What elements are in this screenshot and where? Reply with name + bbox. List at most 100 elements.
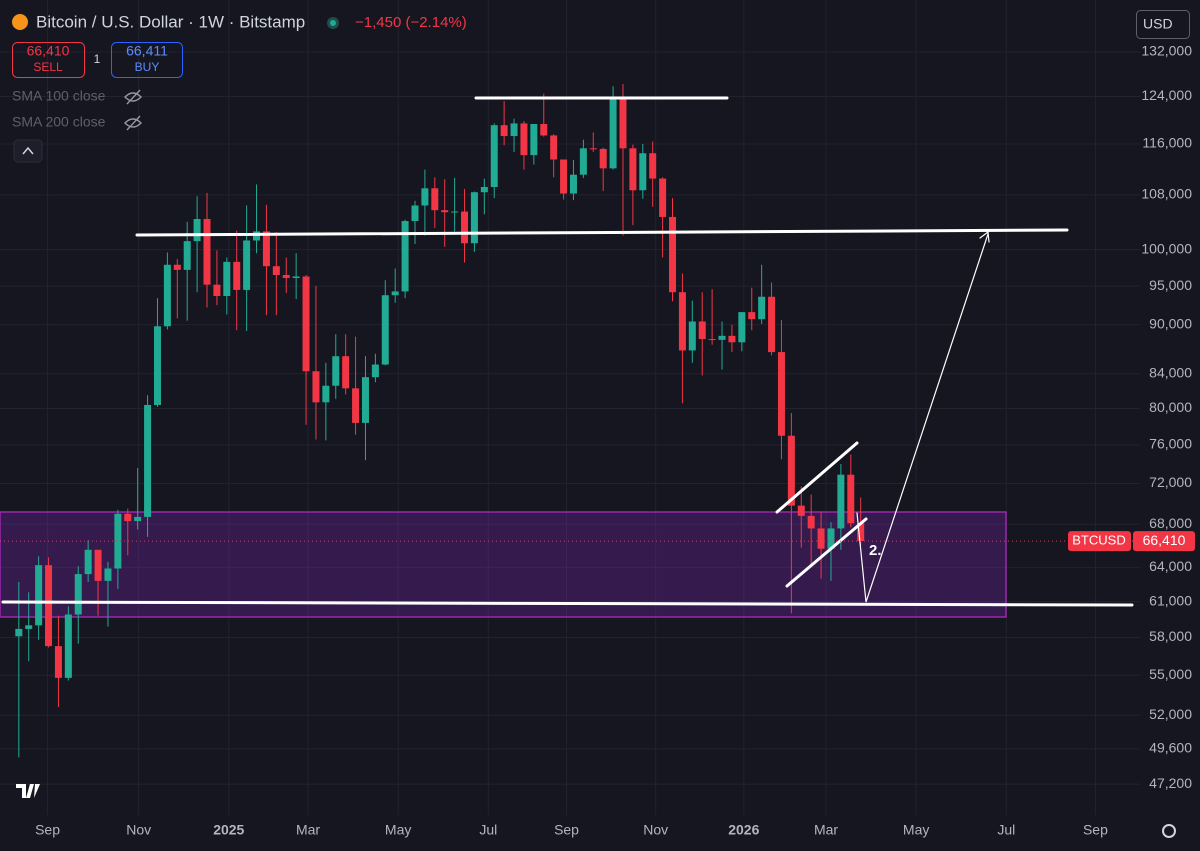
candle-body: [669, 216, 677, 293]
candle-body: [619, 99, 627, 149]
candle-body: [45, 565, 53, 647]
y-tick-label: 55,000: [1149, 666, 1192, 682]
x-tick-label: 2025: [213, 822, 244, 838]
candle-body: [233, 261, 241, 290]
candle-body: [253, 231, 261, 241]
y-tick-label: 84,000: [1149, 364, 1192, 380]
x-tick-label: Nov: [126, 822, 151, 838]
candle-body: [441, 210, 449, 213]
bitcoin-icon: [12, 14, 28, 30]
candle-body: [411, 205, 419, 222]
candle-body: [94, 549, 102, 581]
y-tick-label: 116,000: [1142, 135, 1192, 151]
candle-body: [530, 124, 538, 156]
candle-body: [262, 231, 270, 267]
candle-body: [173, 264, 181, 270]
candle-body: [847, 474, 855, 524]
candle-body: [639, 153, 647, 191]
currency: USD: [1143, 16, 1173, 32]
y-tick-label: 49,600: [1149, 740, 1192, 756]
candle-body: [54, 646, 62, 678]
y-tick-label: 47,200: [1149, 775, 1192, 791]
sell-button[interactable]: [12, 42, 85, 78]
candle-body: [322, 385, 330, 403]
candle-body: [144, 404, 152, 517]
symbol-tag-label: BTCUSD: [1072, 533, 1125, 548]
x-tick-label: Jul: [479, 822, 497, 838]
y-tick-label: 132,000: [1141, 43, 1192, 59]
candle-body: [114, 513, 122, 569]
candle-body: [292, 276, 300, 278]
candle-body: [649, 153, 657, 179]
annotation: 2.: [869, 542, 882, 559]
y-tick-label: 80,000: [1149, 399, 1192, 415]
candle-body: [837, 474, 845, 529]
collapse-button[interactable]: [13, 139, 43, 163]
symbol-title[interactable]: Bitcoin / U.S. Dollar · 1W · Bitstamp: [36, 12, 305, 31]
x-tick-label: May: [385, 822, 411, 838]
support-line: [1, 600, 1134, 607]
y-tick-label: 58,000: [1149, 628, 1192, 644]
price-tag-label: 66,410: [1143, 532, 1186, 548]
candle-body: [371, 364, 379, 378]
candle-body: [391, 291, 399, 296]
candle-body: [282, 275, 290, 278]
candle-body: [659, 178, 667, 217]
x-tick-label: Jul: [997, 822, 1015, 838]
y-tick-label: 76,000: [1149, 436, 1192, 452]
candle-body: [807, 515, 815, 529]
y-tick-label: 61,000: [1149, 592, 1192, 608]
x-tick-label: Sep: [1083, 822, 1108, 838]
candle-body: [827, 528, 835, 549]
candle-body: [134, 516, 142, 522]
y-tick-label: 52,000: [1149, 706, 1192, 722]
candle-body: [629, 148, 637, 191]
tv-logo: [16, 784, 40, 798]
drawings: [1, 96, 1134, 607]
hidden-icons: [124, 89, 142, 131]
y-tick-label: 72,000: [1149, 474, 1192, 490]
x-tick-label: Sep: [554, 822, 579, 838]
channel-line: [775, 441, 859, 514]
x-tick-label: Mar: [296, 822, 320, 838]
candle-body: [748, 312, 756, 320]
candles: [15, 83, 865, 758]
candle-body: [540, 124, 548, 136]
candle-body: [520, 123, 528, 156]
candle-body: [64, 614, 72, 678]
candle-body: [84, 549, 92, 575]
candle-body: [589, 148, 597, 150]
currency-box[interactable]: [1136, 10, 1190, 39]
candle-body: [401, 221, 409, 292]
candle-body: [421, 188, 429, 206]
x-axis: Sep Nov 2025 Mar May Jul Sep Nov 2026 Mar May Jul Se…: [35, 822, 1108, 838]
candle-body: [490, 125, 498, 187]
candle-body: [312, 371, 320, 403]
status-dot: [330, 20, 336, 26]
candle-body: [609, 99, 617, 169]
settings-icon[interactable]: [1162, 824, 1176, 838]
projection-arrow: [856, 233, 989, 603]
price-change: −1,450 (−2.14%): [355, 14, 467, 31]
buy-button[interactable]: [111, 42, 183, 78]
y-tick-label: 64,000: [1149, 558, 1192, 574]
candle-body: [470, 192, 478, 244]
eye-icon[interactable]: [124, 115, 142, 131]
indicator[interactable]: SMA 100 close: [12, 88, 106, 104]
candle-body: [203, 218, 211, 285]
candle-body: [183, 241, 191, 270]
indicator[interactable]: SMA 200 close: [12, 114, 106, 130]
eye-icon[interactable]: [124, 89, 142, 105]
sell-label: SELL: [33, 60, 63, 74]
candle-body: [777, 352, 785, 436]
chevron-icon: [22, 146, 34, 155]
candle-body: [243, 240, 251, 290]
candle-body: [342, 356, 350, 389]
candle-body: [480, 186, 488, 193]
candle-body: [163, 264, 171, 327]
level-line: [135, 228, 1069, 237]
y-tick-label: 108,000: [1141, 186, 1192, 202]
